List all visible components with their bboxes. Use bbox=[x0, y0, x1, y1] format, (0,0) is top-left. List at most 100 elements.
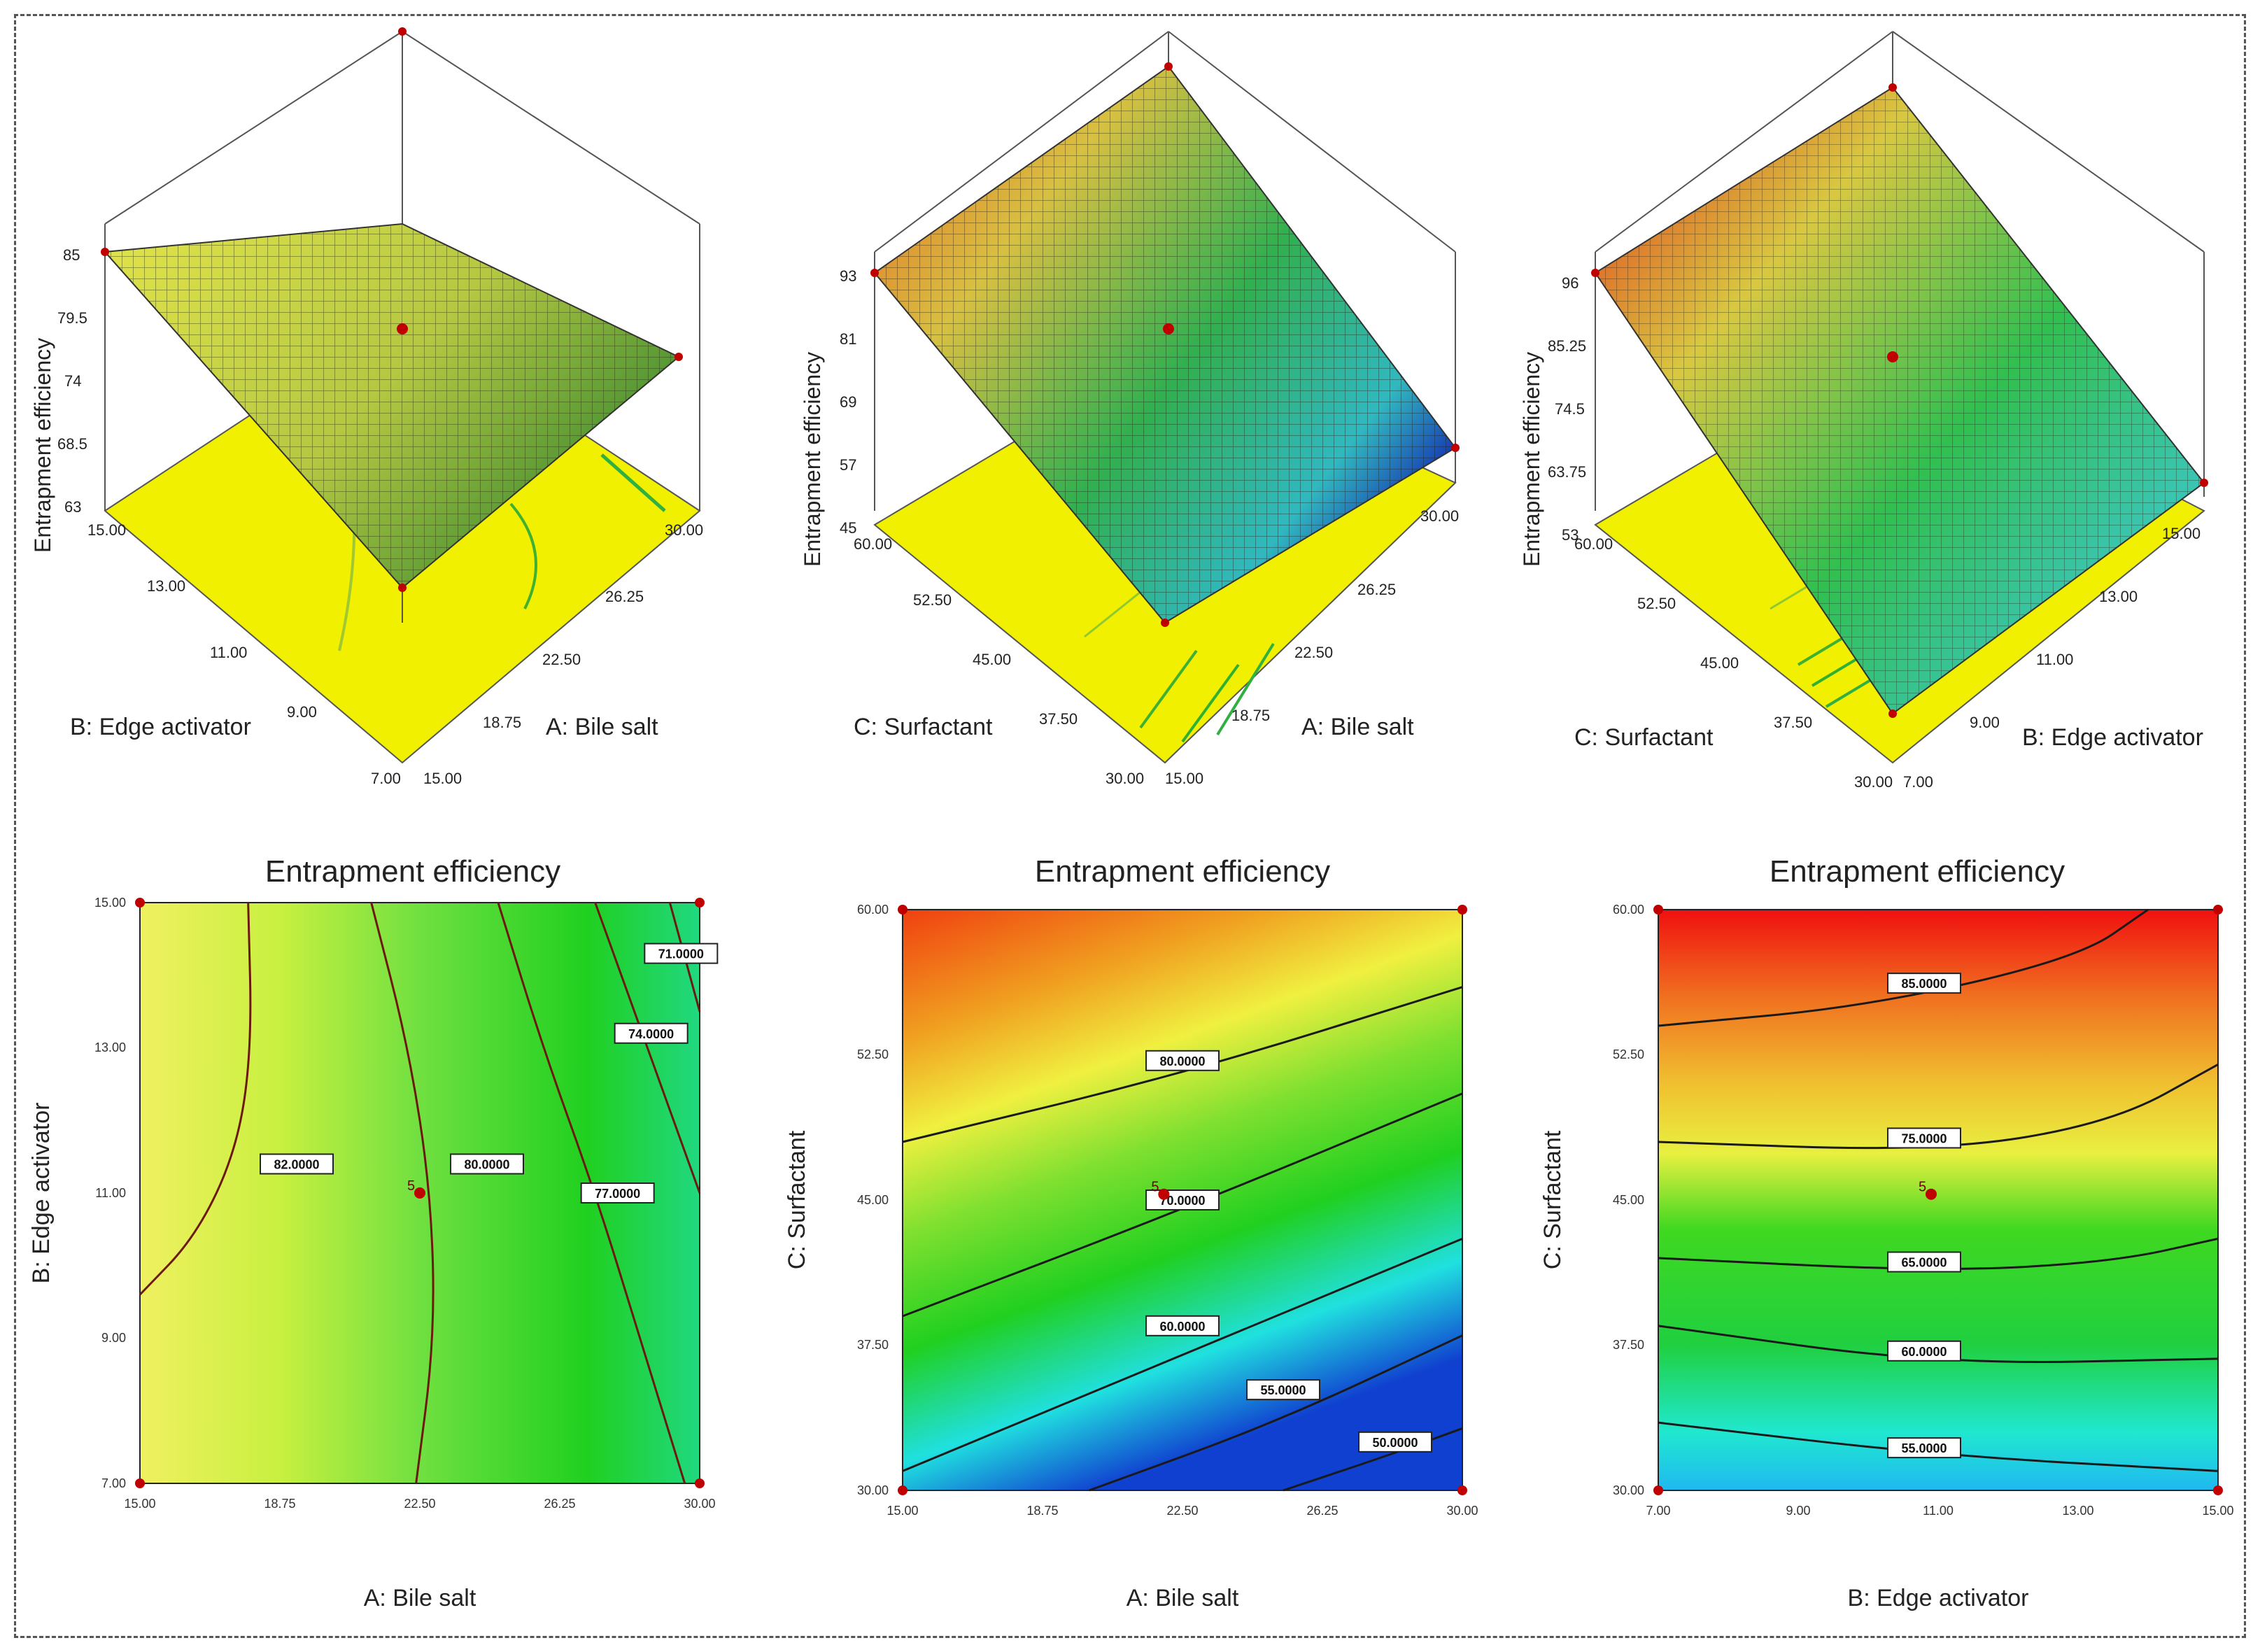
contour-line bbox=[1658, 1325, 2219, 1364]
z-tick: 96 bbox=[1562, 274, 1579, 292]
x-tick: 26.25 bbox=[1306, 1504, 1338, 1518]
y-axis-label: C: Surfactant bbox=[784, 1130, 810, 1269]
x-tick: 15.00 bbox=[1165, 770, 1203, 787]
floor-contour bbox=[600, 453, 666, 512]
x-tick: 7.00 bbox=[1646, 1504, 1670, 1518]
y-tick: 9.00 bbox=[101, 1331, 126, 1345]
x-tick: 18.75 bbox=[1231, 707, 1270, 724]
contour-line bbox=[902, 1092, 1463, 1318]
corner-point bbox=[135, 1478, 145, 1488]
design-point-label: 5 bbox=[1919, 1180, 1926, 1195]
corner-point bbox=[1653, 1485, 1663, 1495]
surface-plot-edge-activator-surfactant: 96 85.25 74.5 63.75 53 Entrapment effici… bbox=[1519, 31, 2208, 791]
y-tick: 30.00 bbox=[857, 1483, 889, 1497]
y-axis-label: B: Edge activator bbox=[28, 1103, 55, 1284]
z-tick: 63.75 bbox=[1548, 463, 1586, 481]
contour-labels: 85.0000 75.0000 65.0000 60.0000 55.0000 bbox=[1653, 905, 2223, 1495]
contour-line bbox=[1658, 908, 2149, 1027]
x-tick: 30.00 bbox=[665, 521, 703, 539]
y-tick: 7.00 bbox=[101, 1476, 126, 1490]
y-tick: 11.00 bbox=[95, 1186, 126, 1200]
surface-mesh bbox=[1595, 87, 2204, 714]
x-tick: 15.00 bbox=[124, 1497, 155, 1511]
z-axis-label: Entrapment efficiency bbox=[800, 352, 825, 567]
design-point bbox=[397, 323, 408, 334]
contour-label: 85.0000 bbox=[1901, 977, 1947, 991]
x-tick: 18.75 bbox=[483, 714, 521, 731]
contour-line bbox=[497, 902, 686, 1484]
y-tick: 60.00 bbox=[1613, 903, 1644, 917]
chart-title: Entrapment efficiency bbox=[265, 854, 560, 889]
x-tick: 9.00 bbox=[1786, 1504, 1810, 1518]
contour-label: 60.0000 bbox=[1901, 1345, 1947, 1359]
y-tick: 37.50 bbox=[1039, 710, 1078, 728]
contour-label: 77.0000 bbox=[595, 1187, 640, 1201]
y-tick: 37.50 bbox=[857, 1338, 889, 1352]
contour-line bbox=[1089, 1334, 1463, 1492]
corner-point bbox=[1653, 905, 1663, 915]
floor-contour bbox=[1181, 663, 1240, 743]
x-tick: 11.00 bbox=[1923, 1504, 1954, 1518]
x-axis-label: B: Edge activator bbox=[1848, 1585, 2029, 1611]
contour-label: 50.0000 bbox=[1372, 1436, 1418, 1450]
contour-label-box bbox=[1145, 1189, 1220, 1210]
z-tick: 93 bbox=[840, 267, 856, 285]
x-tick: 30.00 bbox=[1420, 507, 1459, 525]
corner-point bbox=[695, 898, 705, 908]
z-axis-label: Entrapment efficiency bbox=[1519, 352, 1544, 567]
z-tick: 81 bbox=[840, 330, 856, 348]
x-tick: 22.50 bbox=[404, 1497, 435, 1511]
y-tick: 15.00 bbox=[87, 521, 126, 539]
contour-label-box bbox=[1358, 1431, 1432, 1453]
contour-label-box bbox=[1887, 973, 1961, 994]
x-tick: 26.25 bbox=[544, 1497, 575, 1511]
x-tick: 30.00 bbox=[684, 1497, 715, 1511]
x-tick: 22.50 bbox=[1166, 1504, 1198, 1518]
y-tick: 13.00 bbox=[94, 1040, 126, 1054]
z-tick: 74 bbox=[64, 372, 81, 390]
x-tick: 9.00 bbox=[1970, 714, 2000, 731]
corner-point bbox=[1457, 905, 1467, 915]
contour-label-box bbox=[644, 943, 719, 964]
x-tick: 18.75 bbox=[264, 1497, 295, 1511]
corner-point bbox=[2213, 905, 2223, 915]
axis-box bbox=[104, 31, 700, 511]
x-axis-label: A: Bile salt bbox=[546, 714, 658, 740]
corner-point bbox=[1457, 1485, 1467, 1495]
y-tick: 37.50 bbox=[1774, 714, 1812, 731]
y-tick: 30.00 bbox=[1854, 773, 1893, 791]
design-point-group: 5 bbox=[1151, 1180, 1170, 1200]
design-point bbox=[1158, 1188, 1170, 1200]
corner-point bbox=[898, 1485, 907, 1495]
contour-label-box bbox=[1887, 1127, 1961, 1149]
contour-plot-bile-salt-surfactant: Entrapment efficiency 80.0000 70.0000 60.0… bbox=[784, 854, 1478, 1611]
plot-area bbox=[1658, 909, 2219, 1491]
z-tick: 45 bbox=[840, 519, 856, 537]
contour-label-box bbox=[1887, 1251, 1961, 1273]
contour-lines bbox=[902, 986, 1463, 1492]
contour-label: 71.0000 bbox=[658, 947, 704, 961]
contour-label-box bbox=[580, 1182, 655, 1203]
floor-contour bbox=[1139, 649, 1198, 729]
contour-lines bbox=[139, 902, 701, 1484]
y-axis-label: C: Surfactant bbox=[854, 714, 993, 740]
x-tick: 15.00 bbox=[2202, 1504, 2233, 1518]
design-point bbox=[1163, 323, 1174, 334]
chart-title: Entrapment efficiency bbox=[1770, 854, 2065, 889]
contour-plot-bile-salt-edge-activator: Entrapment efficiency 82.0000 80.0000 77.0… bbox=[28, 854, 719, 1611]
surface-mesh bbox=[105, 224, 679, 588]
y-tick: 15.00 bbox=[94, 896, 126, 910]
contour-label-box bbox=[1887, 1340, 1961, 1362]
x-tick: 15.00 bbox=[423, 770, 462, 787]
contour-line bbox=[594, 902, 701, 1194]
y-tick: 60.00 bbox=[854, 535, 892, 553]
contour-line bbox=[1658, 1421, 2219, 1472]
y-tick: 37.50 bbox=[1613, 1338, 1644, 1352]
x-tick: 11.00 bbox=[2036, 651, 2073, 668]
y-tick: 60.00 bbox=[1574, 535, 1613, 553]
contour-label-box bbox=[1145, 1050, 1220, 1071]
x-tick: 22.50 bbox=[1294, 644, 1333, 661]
design-point bbox=[414, 1187, 425, 1199]
contour-label: 55.0000 bbox=[1260, 1383, 1306, 1397]
z-axis-label: Entrapment efficiency bbox=[30, 338, 55, 553]
